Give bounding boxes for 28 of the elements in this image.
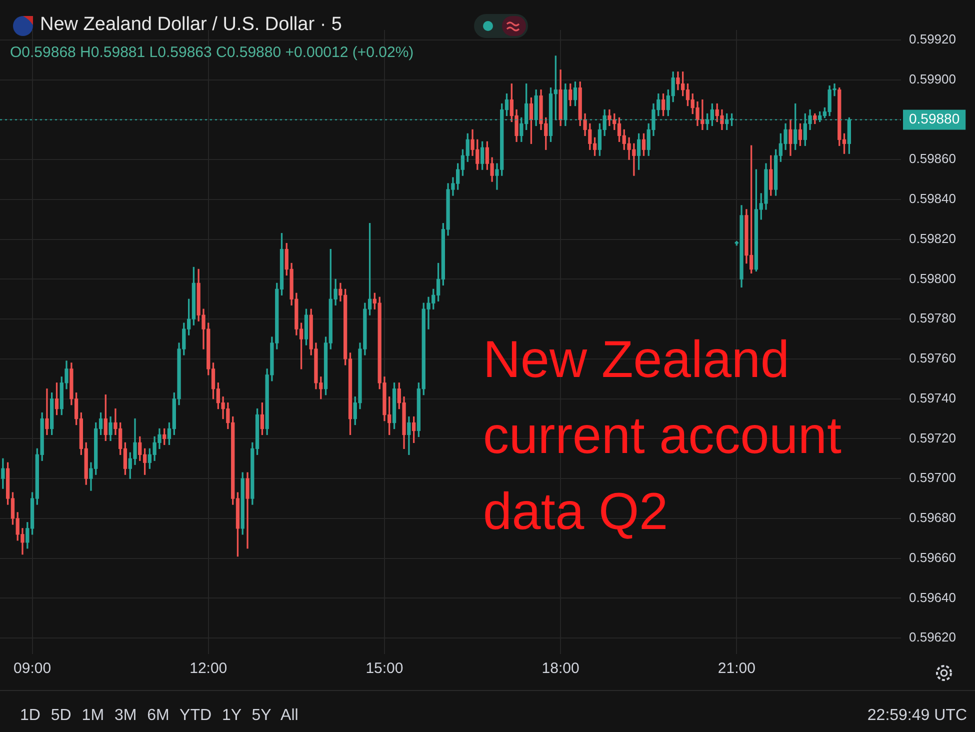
- x-tick-label: 09:00: [14, 660, 52, 678]
- y-tick-label: 0.59820: [909, 230, 956, 246]
- y-tick-label: 0.59680: [909, 510, 956, 526]
- y-tick-label: 0.59900: [909, 71, 956, 86]
- y-tick-label: 0.59640: [909, 590, 956, 605]
- annotation: New Zealand current account data Q2: [483, 331, 842, 541]
- y-tick-label: 0.59860: [909, 151, 956, 166]
- y-tick-label: 0.59780: [909, 310, 956, 326]
- candlestick: [45, 388, 49, 436]
- annotation: O0.59868 H0.59881 L0.59863 C0.59880 +0.00012 (+0.02%): [10, 44, 414, 61]
- y-tick-label: 0.59660: [909, 550, 956, 565]
- y-tick-label: 0.59620: [909, 630, 956, 645]
- candlestick: [700, 99, 704, 130]
- y-tick-label: 0.59740: [909, 390, 956, 406]
- x-tick-label: 21:00: [718, 660, 756, 678]
- y-tick-label: 0.59840: [909, 191, 956, 206]
- y-tick-label: 0.59760: [909, 350, 956, 366]
- y-tick-label: 0.59700: [909, 470, 956, 486]
- y-tick-label: 0.59920: [909, 32, 956, 47]
- y-tick-label: 0.59800: [909, 270, 956, 286]
- ref-line-label: 0.59880: [909, 110, 960, 127]
- y-tick-label: 0.59720: [909, 430, 956, 446]
- x-tick-label: 15:00: [366, 660, 404, 678]
- text: 1D 5D 1M 3M 6M YTD 1Y 5Y All: [20, 707, 298, 725]
- chart-title: New Zealand Dollar / U.S. Dollar · 5: [40, 14, 342, 36]
- text: 22:59:49 UTC: [867, 707, 967, 725]
- x-tick-label: 18:00: [542, 660, 580, 678]
- x-tick-label: 12:00: [190, 660, 228, 678]
